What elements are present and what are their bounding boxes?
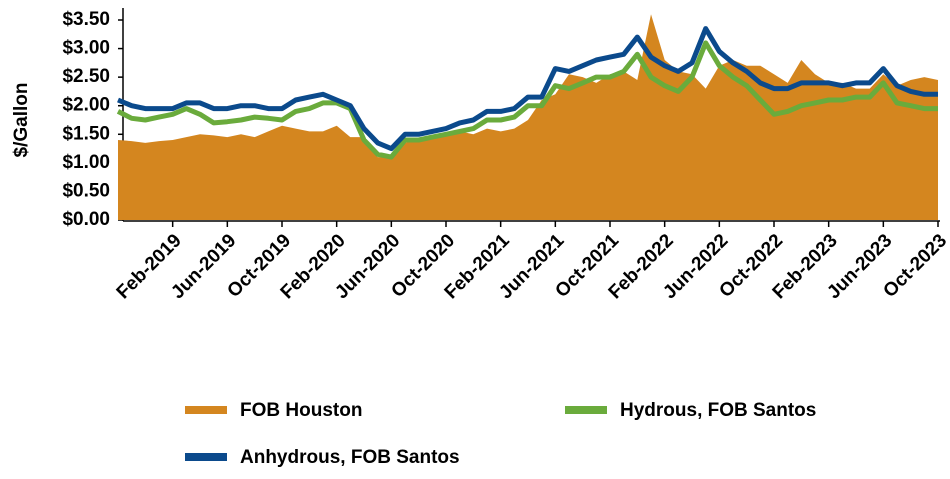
y-tick-label: $3.00 bbox=[62, 38, 110, 59]
legend-label: Anhydrous, FOB Santos bbox=[240, 447, 460, 468]
y-tick-label: $3.50 bbox=[62, 9, 110, 30]
y-tick-label: $1.50 bbox=[62, 123, 110, 144]
legend-swatch bbox=[185, 453, 227, 461]
legend-label: Hydrous, FOB Santos bbox=[620, 400, 816, 421]
legend-label: FOB Houston bbox=[240, 400, 362, 421]
y-tick-label: $1.00 bbox=[62, 152, 110, 173]
y-tick-label: $0.50 bbox=[62, 180, 110, 201]
y-tick-label: $2.50 bbox=[62, 66, 110, 87]
legend-swatch bbox=[565, 406, 607, 414]
line bbox=[117, 26, 938, 152]
area bbox=[118, 14, 938, 220]
line bbox=[116, 40, 938, 160]
y-axis-label: $/Gallon bbox=[11, 83, 32, 158]
y-tick-label: $2.00 bbox=[62, 95, 110, 116]
legend-swatch bbox=[185, 406, 227, 414]
y-tick-label: $0.00 bbox=[62, 209, 110, 230]
